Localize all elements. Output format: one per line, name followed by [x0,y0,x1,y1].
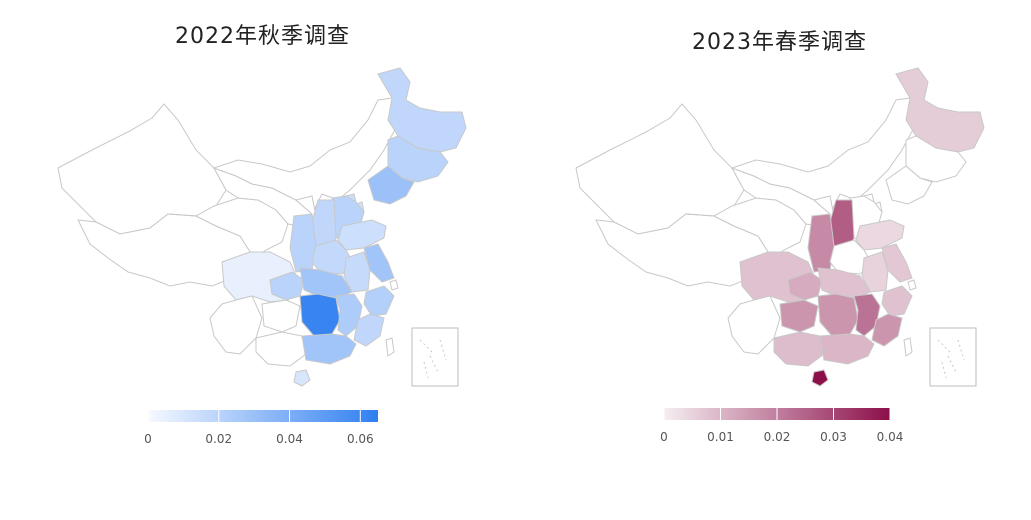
legend-tick-label: 0.06 [346,432,374,446]
map-title: 2023年春季调查 [692,30,867,55]
province-region[interactable] [819,333,875,365]
province-region[interactable] [895,67,985,153]
choropleth-map [575,67,985,420]
province-region[interactable] [807,213,835,273]
province-region[interactable] [779,299,819,333]
province-region[interactable] [363,285,395,317]
province-region[interactable] [811,369,829,387]
inset-island-line [439,339,447,361]
province-region[interactable] [855,219,905,251]
legend-tick-label: 0.01 [707,430,734,444]
province-region[interactable] [255,331,307,367]
province-region[interactable] [289,213,317,273]
legend-color-bar [148,410,378,422]
inset-island-line [957,339,965,361]
south-china-sea-inset [411,327,459,387]
province-region[interactable] [773,331,825,367]
province-region[interactable] [57,103,227,235]
province-region[interactable] [907,279,917,291]
inset-island-line [423,361,429,379]
province-region[interactable] [903,337,913,357]
province-region[interactable] [575,103,745,235]
legend-tick-label: 0 [660,430,668,444]
province-region[interactable] [337,219,387,251]
legend-tick-label: 0.03 [820,430,847,444]
province-region[interactable] [685,197,807,259]
legend-tick-label: 0.04 [276,432,303,446]
inset-island-line [941,361,947,379]
choropleth-map [57,67,467,422]
province-region[interactable] [885,165,933,205]
province-group [575,67,985,387]
province-region[interactable] [871,313,903,347]
province-region[interactable] [293,369,311,387]
province-region[interactable] [299,293,341,337]
province-region[interactable] [377,67,467,153]
legend-tick-label: 0 [144,432,152,446]
south-china-sea-inset [929,327,977,387]
province-region[interactable] [261,299,301,333]
province-group [57,67,467,387]
legend-tick-label: 0.02 [763,430,791,444]
province-region[interactable] [881,285,913,317]
province-region[interactable] [301,333,357,365]
map-panel-2023-spring: 2023年春季调查 0 0.01 0.02 0.03 0.04 [516,0,1031,520]
province-region[interactable] [853,293,881,337]
legend-tick-label: 0.04 [876,430,904,444]
map-title: 2022年秋季调查 [175,24,350,49]
province-region[interactable] [335,293,363,337]
province-region[interactable] [167,197,289,259]
province-region[interactable] [861,251,889,293]
province-region[interactable] [727,295,781,355]
province-region[interactable] [209,295,263,355]
province-region[interactable] [817,293,859,337]
legend-tick-label: 0.02 [205,432,233,446]
province-region[interactable] [353,313,385,347]
inset-island-line [947,355,957,373]
province-region[interactable] [343,251,371,293]
inset-island-line [937,339,951,353]
map-panel-2022-autumn: 2022年秋季调查 0 0.02 0.04 0.06 [0,0,515,520]
inset-island-line [419,339,433,353]
inset-island-line [429,355,439,373]
province-region[interactable] [367,165,415,205]
province-region[interactable] [385,337,395,357]
province-region[interactable] [389,279,399,291]
